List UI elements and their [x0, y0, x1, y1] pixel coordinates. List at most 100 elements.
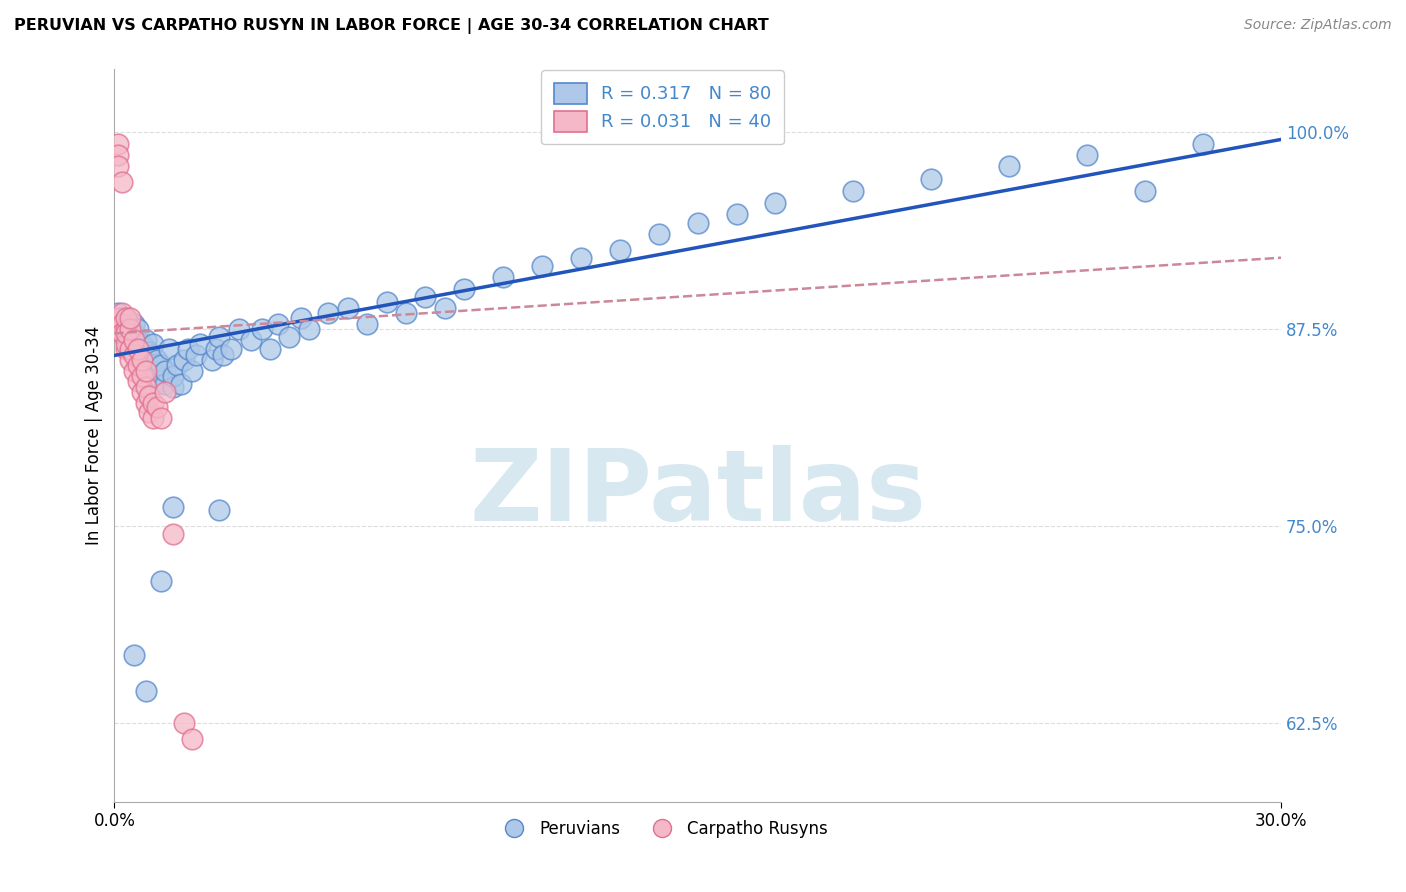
Point — [146, 368, 169, 383]
Point — [122, 317, 145, 331]
Point — [115, 321, 138, 335]
Point — [127, 374, 149, 388]
Point — [142, 364, 165, 378]
Point — [115, 326, 138, 341]
Point — [150, 411, 173, 425]
Point — [162, 368, 184, 383]
Point — [395, 306, 418, 320]
Point — [111, 317, 134, 331]
Point — [115, 337, 138, 351]
Point — [250, 321, 273, 335]
Point — [122, 337, 145, 351]
Point — [107, 321, 129, 335]
Point — [118, 317, 141, 331]
Point — [107, 310, 129, 325]
Point — [122, 326, 145, 341]
Point — [107, 317, 129, 331]
Y-axis label: In Labor Force | Age 30-34: In Labor Force | Age 30-34 — [86, 326, 103, 545]
Point — [208, 329, 231, 343]
Point — [115, 333, 138, 347]
Point — [173, 715, 195, 730]
Point — [131, 384, 153, 399]
Legend: Peruvians, Carpatho Rusyns: Peruvians, Carpatho Rusyns — [491, 814, 834, 845]
Point — [142, 337, 165, 351]
Point — [142, 348, 165, 362]
Point — [115, 310, 138, 325]
Point — [415, 290, 437, 304]
Point — [157, 342, 180, 356]
Point — [118, 310, 141, 325]
Point — [111, 175, 134, 189]
Point — [131, 368, 153, 383]
Point — [122, 348, 145, 362]
Point — [188, 337, 211, 351]
Point — [107, 137, 129, 152]
Point — [162, 380, 184, 394]
Point — [134, 353, 156, 368]
Point — [153, 384, 176, 399]
Point — [997, 159, 1019, 173]
Point — [134, 380, 156, 394]
Point — [127, 342, 149, 356]
Point — [204, 342, 226, 356]
Point — [115, 310, 138, 325]
Point — [138, 358, 160, 372]
Point — [181, 364, 204, 378]
Point — [153, 376, 176, 391]
Point — [142, 411, 165, 425]
Point — [162, 500, 184, 514]
Point — [134, 395, 156, 409]
Point — [162, 526, 184, 541]
Point — [118, 342, 141, 356]
Point — [131, 337, 153, 351]
Point — [212, 348, 235, 362]
Point — [122, 364, 145, 378]
Point — [1133, 185, 1156, 199]
Point — [1192, 137, 1215, 152]
Point — [173, 353, 195, 368]
Point — [184, 348, 207, 362]
Point — [150, 374, 173, 388]
Point — [134, 333, 156, 347]
Point — [201, 353, 224, 368]
Point — [142, 395, 165, 409]
Point — [453, 282, 475, 296]
Point — [177, 342, 200, 356]
Point — [115, 342, 138, 356]
Point — [169, 376, 191, 391]
Point — [146, 353, 169, 368]
Point — [336, 301, 359, 315]
Point — [127, 358, 149, 372]
Point — [118, 353, 141, 368]
Point — [569, 251, 592, 265]
Point — [118, 326, 141, 341]
Point — [219, 342, 242, 356]
Point — [609, 243, 631, 257]
Point — [131, 353, 153, 368]
Point — [111, 306, 134, 320]
Point — [278, 329, 301, 343]
Point — [1076, 148, 1098, 162]
Point — [356, 317, 378, 331]
Point — [842, 185, 865, 199]
Point — [134, 342, 156, 356]
Point — [115, 321, 138, 335]
Point — [765, 195, 787, 210]
Point — [134, 684, 156, 698]
Point — [138, 345, 160, 359]
Point — [259, 342, 281, 356]
Point — [127, 342, 149, 356]
Point — [131, 348, 153, 362]
Point — [111, 310, 134, 325]
Point — [146, 401, 169, 415]
Point — [122, 333, 145, 347]
Point — [111, 326, 134, 341]
Text: Source: ZipAtlas.com: Source: ZipAtlas.com — [1244, 18, 1392, 32]
Point — [166, 358, 188, 372]
Point — [531, 259, 554, 273]
Point — [290, 310, 312, 325]
Point — [127, 321, 149, 335]
Point — [122, 648, 145, 662]
Point — [228, 321, 250, 335]
Point — [492, 269, 515, 284]
